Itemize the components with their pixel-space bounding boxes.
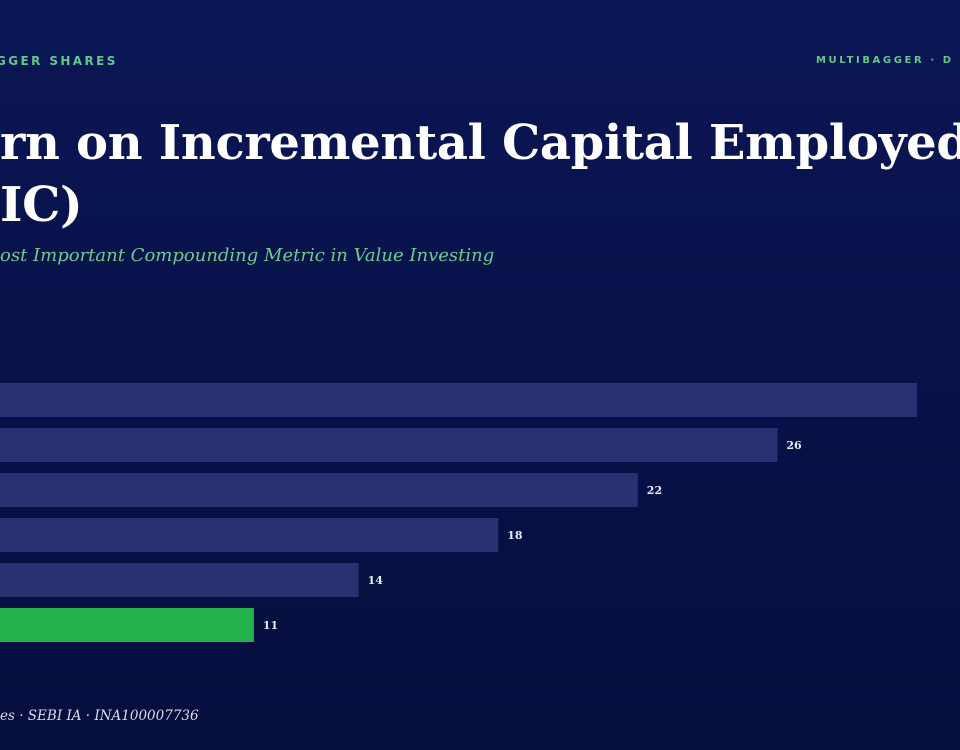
bar <box>0 428 778 462</box>
bar <box>0 383 917 417</box>
brand-right: MULTIBAGGER · D <box>816 55 954 66</box>
title-line-1: rn on Incremental Capital Employed <box>0 115 960 171</box>
title-line-2: IC) <box>0 177 83 233</box>
bar-value-label: 14 <box>368 574 384 587</box>
bar-value-label: 26 <box>786 439 802 452</box>
bar-value-label: 11 <box>263 619 278 632</box>
bar <box>0 473 638 507</box>
bar-value-label: 18 <box>507 529 523 542</box>
bar <box>0 518 499 552</box>
page-subtitle: ost Important Compounding Metric in Valu… <box>0 245 495 266</box>
bar <box>0 563 359 597</box>
brand-left: GGER SHARES <box>0 54 118 68</box>
bar-highlight <box>0 608 254 642</box>
page-title: rn on Incremental Capital Employed IC) <box>0 112 960 236</box>
bar-value-label: 22 <box>647 484 662 497</box>
footer-text: es · SEBI IA · INA100007736 <box>0 708 199 724</box>
